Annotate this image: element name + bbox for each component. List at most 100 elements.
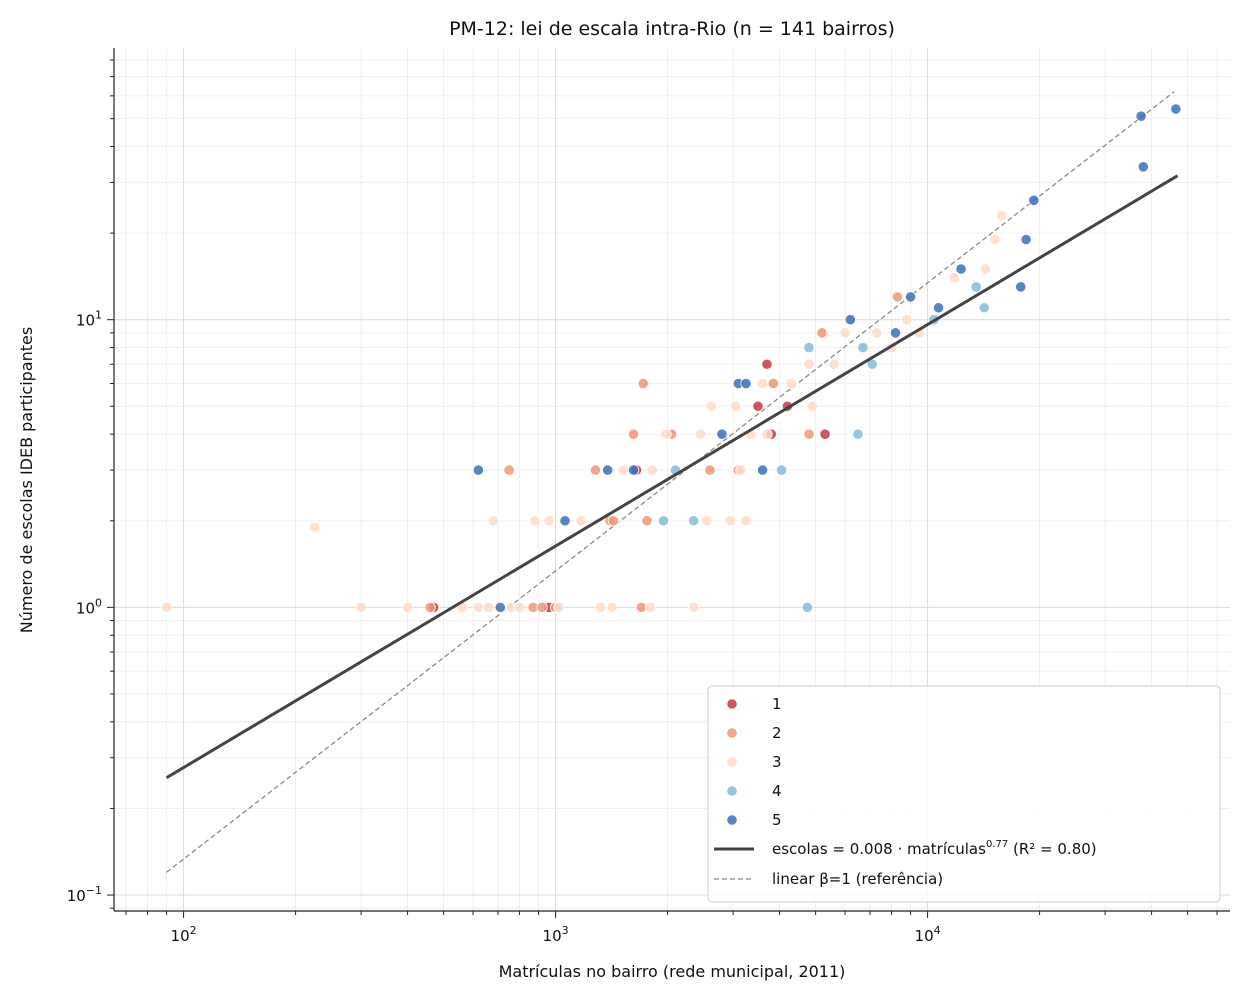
data-point-group-3 — [979, 263, 991, 275]
x-tick-label: 104 — [915, 924, 941, 945]
data-point-group-2 — [536, 601, 548, 613]
data-point-group-3 — [724, 515, 736, 527]
data-point-group-4 — [657, 515, 670, 527]
fit-line — [165, 174, 1179, 779]
data-point-group-3 — [160, 601, 173, 613]
x-tick-label: 103 — [543, 924, 569, 945]
data-point-group-3 — [688, 601, 700, 613]
legend-fit-line-label: escolas = 0.008 · matrículas0.77 (R² = 0… — [772, 839, 1097, 858]
legend: 1 2 3 4 5 escolas = 0.008 · matrículas0.77 (R… — [707, 685, 1221, 903]
data-point-group-3 — [529, 515, 541, 527]
data-point-group-4 — [852, 428, 864, 440]
data-point-group-3 — [730, 400, 742, 412]
legend-marker-3 — [726, 756, 738, 768]
legend-label-3: 3 — [772, 753, 782, 771]
data-point-group-4 — [801, 601, 813, 613]
data-point-group-3 — [694, 428, 706, 440]
legend-marker-4 — [726, 785, 738, 797]
legend-label-5: 5 — [772, 811, 782, 829]
data-point-group-3 — [871, 327, 883, 339]
x-tick-label: 102 — [171, 924, 197, 945]
data-point-group-5 — [472, 464, 484, 476]
data-point-group-5 — [1170, 103, 1182, 115]
data-point-group-3 — [948, 272, 960, 284]
data-point-group-1 — [819, 428, 831, 440]
chart-title: PM-12: lei de escala intra-Rio (n = 141 … — [449, 18, 895, 40]
y-tick-label: 100 — [76, 596, 102, 617]
data-point-group-3 — [705, 400, 717, 412]
data-point-group-3 — [606, 601, 618, 613]
legend-label-4: 4 — [772, 782, 782, 800]
legend-marker-2 — [726, 727, 738, 739]
data-point-group-4 — [688, 515, 700, 527]
data-point-group-5 — [602, 464, 614, 476]
data-point-group-2 — [803, 428, 815, 440]
data-point-group-5 — [1015, 281, 1027, 293]
data-point-group-3 — [594, 601, 607, 613]
data-point-group-2 — [627, 428, 640, 440]
y-tick-label: 101 — [76, 309, 102, 330]
data-point-group-5 — [932, 302, 945, 314]
y-tick-label: 10−1 — [67, 884, 102, 905]
reference-line-group — [166, 91, 1175, 873]
data-point-group-3 — [482, 601, 495, 613]
data-point-group-4 — [970, 281, 982, 293]
legend-label-1: 1 — [772, 695, 782, 713]
data-point-group-3 — [309, 521, 321, 533]
data-point-group-3 — [839, 327, 851, 339]
data-point-group-3 — [989, 233, 1001, 246]
data-point-group-5 — [740, 377, 752, 390]
data-point-group-5 — [1028, 194, 1040, 206]
data-point-group-3 — [617, 464, 629, 476]
data-point-group-3 — [487, 515, 499, 527]
data-point-group-1 — [752, 400, 764, 412]
fit-line-group — [165, 174, 1179, 779]
data-point-group-5 — [494, 601, 506, 613]
data-point-group-2 — [503, 464, 515, 476]
legend-box — [707, 685, 1221, 903]
data-point-group-4 — [775, 464, 788, 476]
axes — [113, 48, 1230, 912]
data-point-group-5 — [904, 291, 917, 303]
data-point-group-4 — [978, 302, 990, 314]
data-point-group-5 — [756, 464, 769, 476]
data-point-group-3 — [828, 358, 840, 370]
data-point-group-3 — [995, 210, 1008, 222]
data-point-group-3 — [740, 515, 752, 527]
data-point-group-3 — [803, 358, 815, 370]
data-point-group-2 — [637, 377, 649, 390]
data-point-group-5 — [889, 327, 902, 339]
data-point-group-4 — [857, 341, 869, 354]
data-point-group-2 — [704, 464, 716, 476]
data-point-group-3 — [472, 601, 484, 613]
data-point-group-3 — [543, 515, 555, 527]
data-point-group-3 — [756, 377, 769, 390]
data-point-group-3 — [806, 400, 818, 412]
data-point-group-4 — [803, 341, 815, 354]
data-point-group-3 — [401, 601, 414, 613]
data-point-group-3 — [355, 601, 367, 613]
data-point-group-3 — [646, 464, 658, 476]
ticks: 102 103 104 10−1 100 101 — [67, 59, 1218, 945]
data-point-group-2 — [891, 291, 904, 303]
data-point-group-1 — [761, 358, 773, 370]
data-point-group-2 — [424, 601, 436, 613]
reference-line — [166, 91, 1175, 873]
data-point-group-5 — [1020, 233, 1032, 246]
data-point-group-5 — [955, 263, 967, 275]
data-point-group-3 — [761, 428, 773, 440]
data-points — [160, 103, 1182, 613]
data-point-group-2 — [589, 464, 602, 476]
legend-label-2: 2 — [772, 724, 782, 742]
data-point-group-5 — [1135, 110, 1147, 122]
data-point-group-5 — [559, 515, 571, 527]
data-point-group-3 — [513, 601, 526, 613]
x-axis-label: Matrículas no bairro (rede municipal, 20… — [499, 962, 846, 981]
data-point-group-2 — [607, 515, 619, 527]
data-point-group-3 — [785, 377, 797, 390]
data-point-group-2 — [767, 377, 779, 390]
data-point-group-3 — [901, 314, 913, 326]
legend-marker-1 — [726, 698, 738, 710]
data-point-group-3 — [735, 464, 747, 476]
